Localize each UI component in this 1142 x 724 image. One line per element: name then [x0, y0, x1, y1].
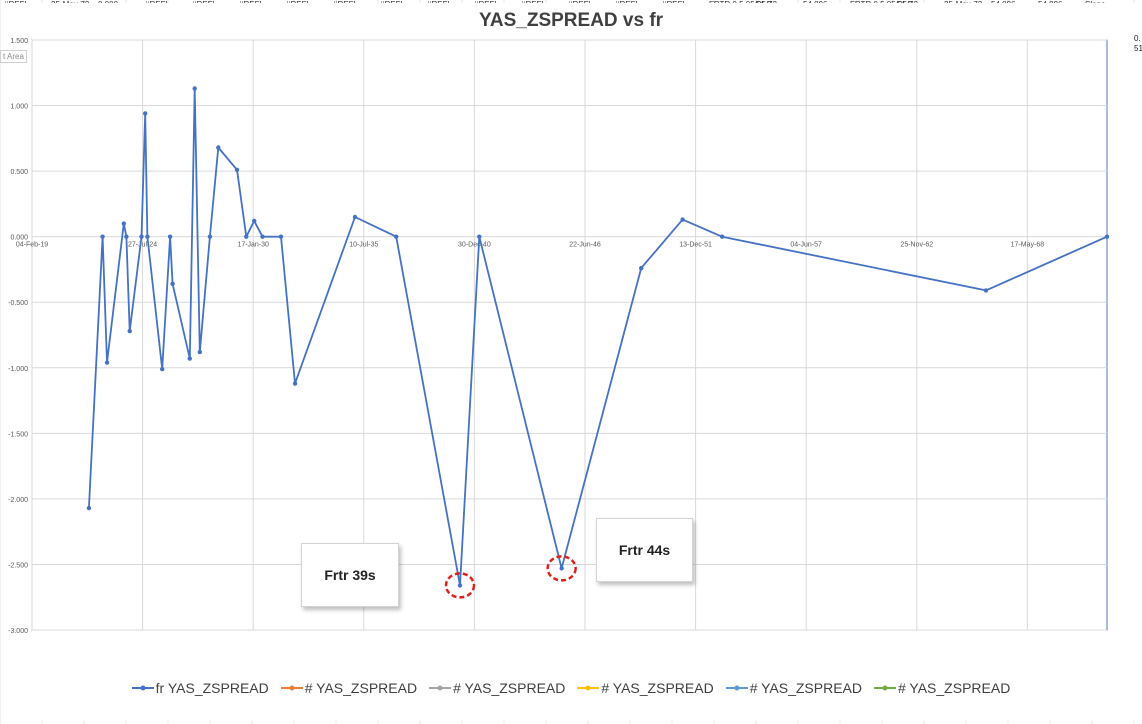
highlight-circle	[546, 555, 577, 582]
x-tick-label: 17-Jan-30	[237, 242, 269, 249]
data-point	[86, 505, 92, 511]
data-point	[1104, 234, 1110, 239]
legend-item[interactable]: # YAS_ZSPREAD	[429, 680, 565, 696]
x-tick-label: 17-May-68	[1011, 242, 1045, 249]
data-point	[124, 234, 129, 239]
data-point	[127, 328, 132, 334]
x-tick-label: 27-Jul-24	[128, 242, 157, 249]
data-point	[477, 234, 482, 239]
x-tick-label: 13-Dec-51	[679, 242, 712, 249]
data-point	[292, 381, 298, 386]
legend-item[interactable]: # YAS_ZSPREAD	[725, 680, 862, 696]
x-axis-tick-labels: 04-Feb-19 27-Jul-24 17-Jan-30 10-Jul-35 30-D…	[16, 242, 1044, 249]
y-tick-label: 0.000	[10, 235, 28, 242]
data-point	[983, 288, 989, 293]
gridlines	[31, 39, 1107, 631]
legend-label: fr YAS_ZSPREAD	[155, 680, 269, 696]
legend-label: # YAS_ZSPREAD	[898, 680, 1011, 696]
legend-line-marker-icon	[429, 685, 452, 691]
legend-line-marker-icon	[725, 685, 748, 691]
y-tick-label: -3.000	[8, 628, 28, 635]
data-point	[170, 281, 175, 287]
data-point	[251, 218, 257, 224]
y-tick-label: 1.000	[10, 104, 28, 111]
data-point	[680, 217, 685, 222]
data-point	[145, 234, 150, 239]
chart-area[interactable]	[3, 3, 1142, 721]
data-point	[167, 234, 173, 239]
data-point	[100, 234, 105, 239]
y-tick-label: -2.000	[8, 497, 28, 504]
series-points	[86, 86, 1110, 588]
x-tick-label: 10-Jul-35	[349, 242, 378, 249]
series-line-fr-yas-zspread	[88, 87, 1108, 587]
legend-label: # YAS_ZSPREAD	[453, 680, 566, 696]
y-tick-label: 1.500	[10, 38, 28, 45]
legend-label: # YAS_ZSPREAD	[601, 680, 714, 696]
right-edge-cell-text: 0. 51	[1134, 34, 1142, 54]
highlight-circles	[444, 555, 577, 599]
data-point	[559, 566, 564, 571]
legend-item[interactable]: fr YAS_ZSPREAD	[131, 680, 269, 696]
right-edge-cell-1: 0.	[1134, 34, 1141, 43]
series-lines	[88, 87, 1108, 587]
legend-line-marker-icon	[874, 685, 896, 691]
data-point	[352, 214, 358, 220]
x-tick-label: 25-Nov-62	[900, 242, 933, 249]
data-point	[192, 86, 197, 91]
data-point	[234, 167, 240, 172]
chart-area-tooltip: t Area	[0, 50, 27, 63]
y-tick-label: 0.500	[10, 169, 28, 176]
y-tick-label: -0.500	[8, 300, 28, 307]
y-tick-label: -2.500	[8, 562, 28, 569]
chart-legend: fr YAS_ZSPREAD # YAS_ZSPREAD # YAS_ZSPRE…	[0, 680, 1142, 696]
y-tick-label: -1.000	[8, 366, 28, 373]
data-point	[197, 349, 203, 355]
data-point	[207, 234, 213, 239]
data-point	[142, 111, 148, 116]
legend-line-marker-icon	[131, 685, 154, 691]
data-point	[719, 234, 725, 239]
y-axis-tick-labels: 1.500 1.000 0.500 0.000 -0.500 -1.000 -1.500 -2…	[8, 38, 28, 635]
legend-item[interactable]: # YAS_ZSPREAD	[577, 680, 714, 696]
data-point	[394, 234, 399, 239]
data-point	[187, 356, 192, 361]
x-tick-label: 22-Jun-46	[569, 242, 601, 249]
right-edge-cell-2: 51	[1134, 44, 1142, 53]
data-point	[104, 360, 110, 365]
legend-item[interactable]: # YAS_ZSPREAD	[874, 680, 1010, 696]
x-tick-label: 04-Feb-19	[16, 242, 48, 249]
data-point	[121, 221, 127, 226]
callout-frtr-39s[interactable]: Frtr 39s	[301, 543, 399, 607]
chart-title: YAS_ZSPREAD vs fr	[478, 10, 664, 31]
legend-item[interactable]: # YAS_ZSPREAD	[280, 680, 418, 696]
data-point	[638, 265, 644, 271]
data-point	[260, 234, 265, 239]
x-tick-label: 04-Jun-57	[790, 242, 822, 249]
callout-frtr-44s[interactable]: Frtr 44s	[596, 518, 693, 582]
data-point	[216, 145, 221, 150]
x-tick-label: 30-Dec-40	[458, 242, 491, 249]
data-point	[457, 583, 463, 588]
data-point	[139, 234, 144, 239]
highlight-circle	[444, 572, 476, 599]
data-point	[244, 234, 249, 239]
data-point	[278, 234, 284, 239]
legend-line-marker-icon	[577, 685, 600, 691]
legend-label: # YAS_ZSPREAD	[749, 680, 862, 696]
legend-line-marker-icon	[280, 685, 303, 691]
y-tick-label: -1.500	[8, 431, 28, 438]
data-point	[159, 366, 165, 372]
legend-label: # YAS_ZSPREAD	[304, 680, 418, 696]
